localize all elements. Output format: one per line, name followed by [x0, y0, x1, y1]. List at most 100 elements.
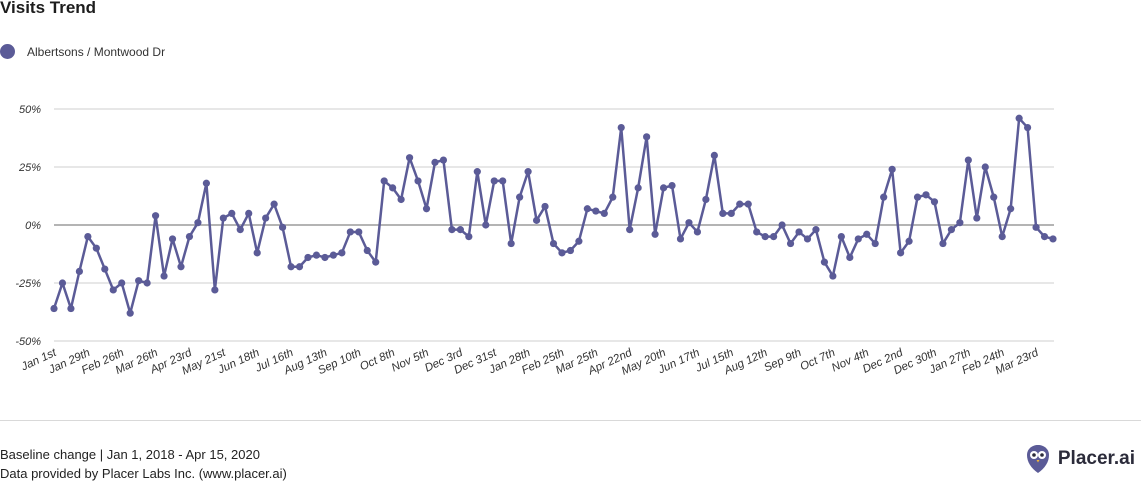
data-point[interactable]	[575, 237, 583, 245]
data-point[interactable]	[939, 239, 947, 248]
data-point[interactable]	[312, 251, 321, 259]
data-point[interactable]	[84, 233, 92, 241]
data-point[interactable]	[956, 219, 964, 227]
data-point[interactable]	[507, 239, 515, 248]
data-point[interactable]	[151, 212, 160, 220]
data-point[interactable]	[659, 184, 668, 192]
data-point[interactable]	[998, 233, 1006, 241]
data-point[interactable]	[863, 230, 871, 238]
data-point[interactable]	[177, 263, 185, 271]
data-point[interactable]	[194, 219, 202, 227]
data-point[interactable]	[727, 209, 735, 217]
data-point[interactable]	[270, 200, 278, 208]
data-point[interactable]	[456, 226, 464, 234]
data-point[interactable]	[710, 151, 718, 159]
data-point[interactable]	[871, 239, 879, 248]
data-point[interactable]	[228, 209, 236, 217]
data-point[interactable]	[160, 272, 168, 280]
data-point[interactable]	[202, 179, 210, 187]
data-point[interactable]	[770, 233, 778, 241]
data-point[interactable]	[837, 233, 845, 241]
data-point[interactable]	[600, 209, 608, 217]
data-point[interactable]	[422, 205, 431, 213]
data-point[interactable]	[532, 216, 541, 224]
data-point[interactable]	[702, 195, 710, 204]
data-point[interactable]	[820, 258, 829, 266]
data-point[interactable]	[1049, 235, 1057, 243]
data-point[interactable]	[295, 263, 304, 271]
data-point[interactable]	[414, 177, 422, 185]
data-point[interactable]	[126, 309, 134, 317]
data-point[interactable]	[609, 193, 617, 201]
data-point[interactable]	[795, 228, 803, 236]
data-point[interactable]	[761, 233, 769, 241]
data-point[interactable]	[397, 195, 405, 204]
data-point[interactable]	[973, 214, 981, 222]
data-point[interactable]	[626, 226, 634, 234]
data-point[interactable]	[185, 233, 194, 241]
data-point[interactable]	[338, 249, 346, 257]
data-point[interactable]	[566, 246, 575, 255]
data-point[interactable]	[744, 200, 752, 208]
data-point[interactable]	[1032, 223, 1040, 231]
data-point[interactable]	[1007, 205, 1015, 213]
data-point[interactable]	[778, 221, 786, 229]
data-point[interactable]	[389, 184, 397, 192]
data-point[interactable]	[643, 133, 651, 141]
data-point[interactable]	[236, 226, 244, 234]
data-point[interactable]	[448, 226, 456, 234]
data-point[interactable]	[888, 165, 896, 173]
data-point[interactable]	[617, 123, 625, 132]
data-point[interactable]	[592, 207, 600, 215]
data-point[interactable]	[405, 154, 414, 162]
data-point[interactable]	[736, 200, 744, 208]
data-point[interactable]	[685, 219, 693, 227]
data-point[interactable]	[524, 168, 532, 176]
data-point[interactable]	[803, 235, 812, 243]
data-point[interactable]	[439, 156, 448, 164]
data-point[interactable]	[922, 191, 930, 199]
data-point[interactable]	[473, 168, 481, 176]
data-point[interactable]	[905, 237, 913, 245]
data-point[interactable]	[651, 230, 659, 238]
data-point[interactable]	[583, 205, 591, 213]
data-point[interactable]	[329, 251, 337, 259]
data-point[interactable]	[634, 184, 642, 192]
data-point[interactable]	[92, 244, 100, 252]
data-point[interactable]	[693, 228, 702, 236]
data-point[interactable]	[287, 263, 295, 271]
data-point[interactable]	[1040, 233, 1049, 241]
data-point[interactable]	[304, 253, 312, 262]
data-point[interactable]	[753, 228, 761, 236]
data-point[interactable]	[913, 193, 922, 201]
data-point[interactable]	[812, 226, 820, 234]
data-point[interactable]	[75, 267, 83, 275]
data-point[interactable]	[1015, 114, 1023, 122]
data-point[interactable]	[372, 258, 380, 266]
data-point[interactable]	[363, 246, 371, 255]
data-point[interactable]	[118, 279, 126, 287]
data-point[interactable]	[676, 235, 685, 243]
data-point[interactable]	[668, 181, 676, 190]
data-point[interactable]	[50, 304, 58, 313]
data-point[interactable]	[465, 233, 473, 241]
data-point[interactable]	[897, 249, 905, 257]
data-point[interactable]	[321, 253, 329, 262]
data-point[interactable]	[947, 226, 956, 234]
data-point[interactable]	[990, 193, 998, 201]
brand-logo[interactable]: Placer.ai	[1026, 444, 1135, 474]
data-point[interactable]	[930, 198, 939, 206]
data-point[interactable]	[431, 158, 439, 166]
data-point[interactable]	[516, 193, 524, 201]
data-point[interactable]	[262, 214, 270, 222]
data-point[interactable]	[558, 249, 566, 257]
data-point[interactable]	[109, 286, 117, 294]
data-point[interactable]	[541, 202, 549, 211]
data-point[interactable]	[786, 239, 795, 248]
data-point[interactable]	[219, 214, 227, 222]
data-point[interactable]	[355, 228, 363, 236]
data-point[interactable]	[482, 221, 490, 229]
data-point[interactable]	[981, 163, 989, 171]
data-point[interactable]	[253, 249, 261, 257]
data-point[interactable]	[211, 286, 219, 294]
